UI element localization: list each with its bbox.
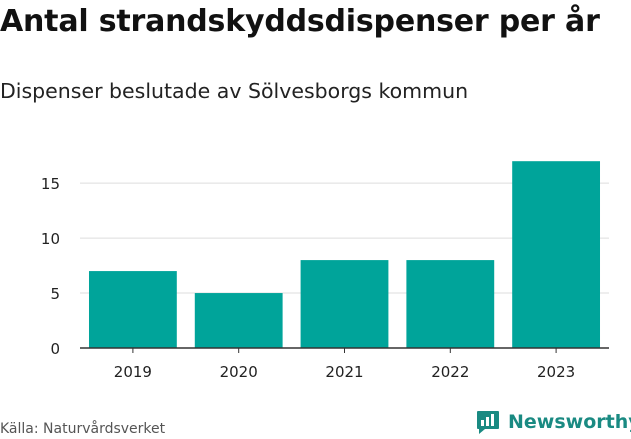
source-note: Källa: Naturvårdsverket [0,421,166,437]
newsworthy-logo-icon [477,411,499,434]
bar-2023 [512,161,601,348]
x-tick-label: 2021 [325,363,363,381]
x-tick-label: 2019 [114,363,152,381]
x-tick-label: 2020 [220,363,258,381]
bar-2021 [300,260,389,348]
y-tick-label: 10 [41,230,60,248]
x-tick-label: 2022 [431,363,469,381]
newsworthy-brand: Newsworthy [475,409,631,435]
bar-2022 [406,260,495,348]
chart-title: Antal strandskyddsdispenser per år [0,4,600,39]
brand-name: Newsworthy [508,411,631,433]
bar-2019 [88,271,177,348]
x-tick-label: 2023 [537,363,575,381]
y-tick-label: 0 [50,340,60,358]
y-tick-label: 15 [41,175,60,193]
y-tick-label: 5 [50,285,60,303]
bar-chart: 0 5 10 15 2019 2020 2021 2022 2023 [41,161,609,381]
chart-subtitle: Dispenser beslutade av Sölvesborgs kommu… [0,79,469,103]
bar-2020 [194,293,283,348]
